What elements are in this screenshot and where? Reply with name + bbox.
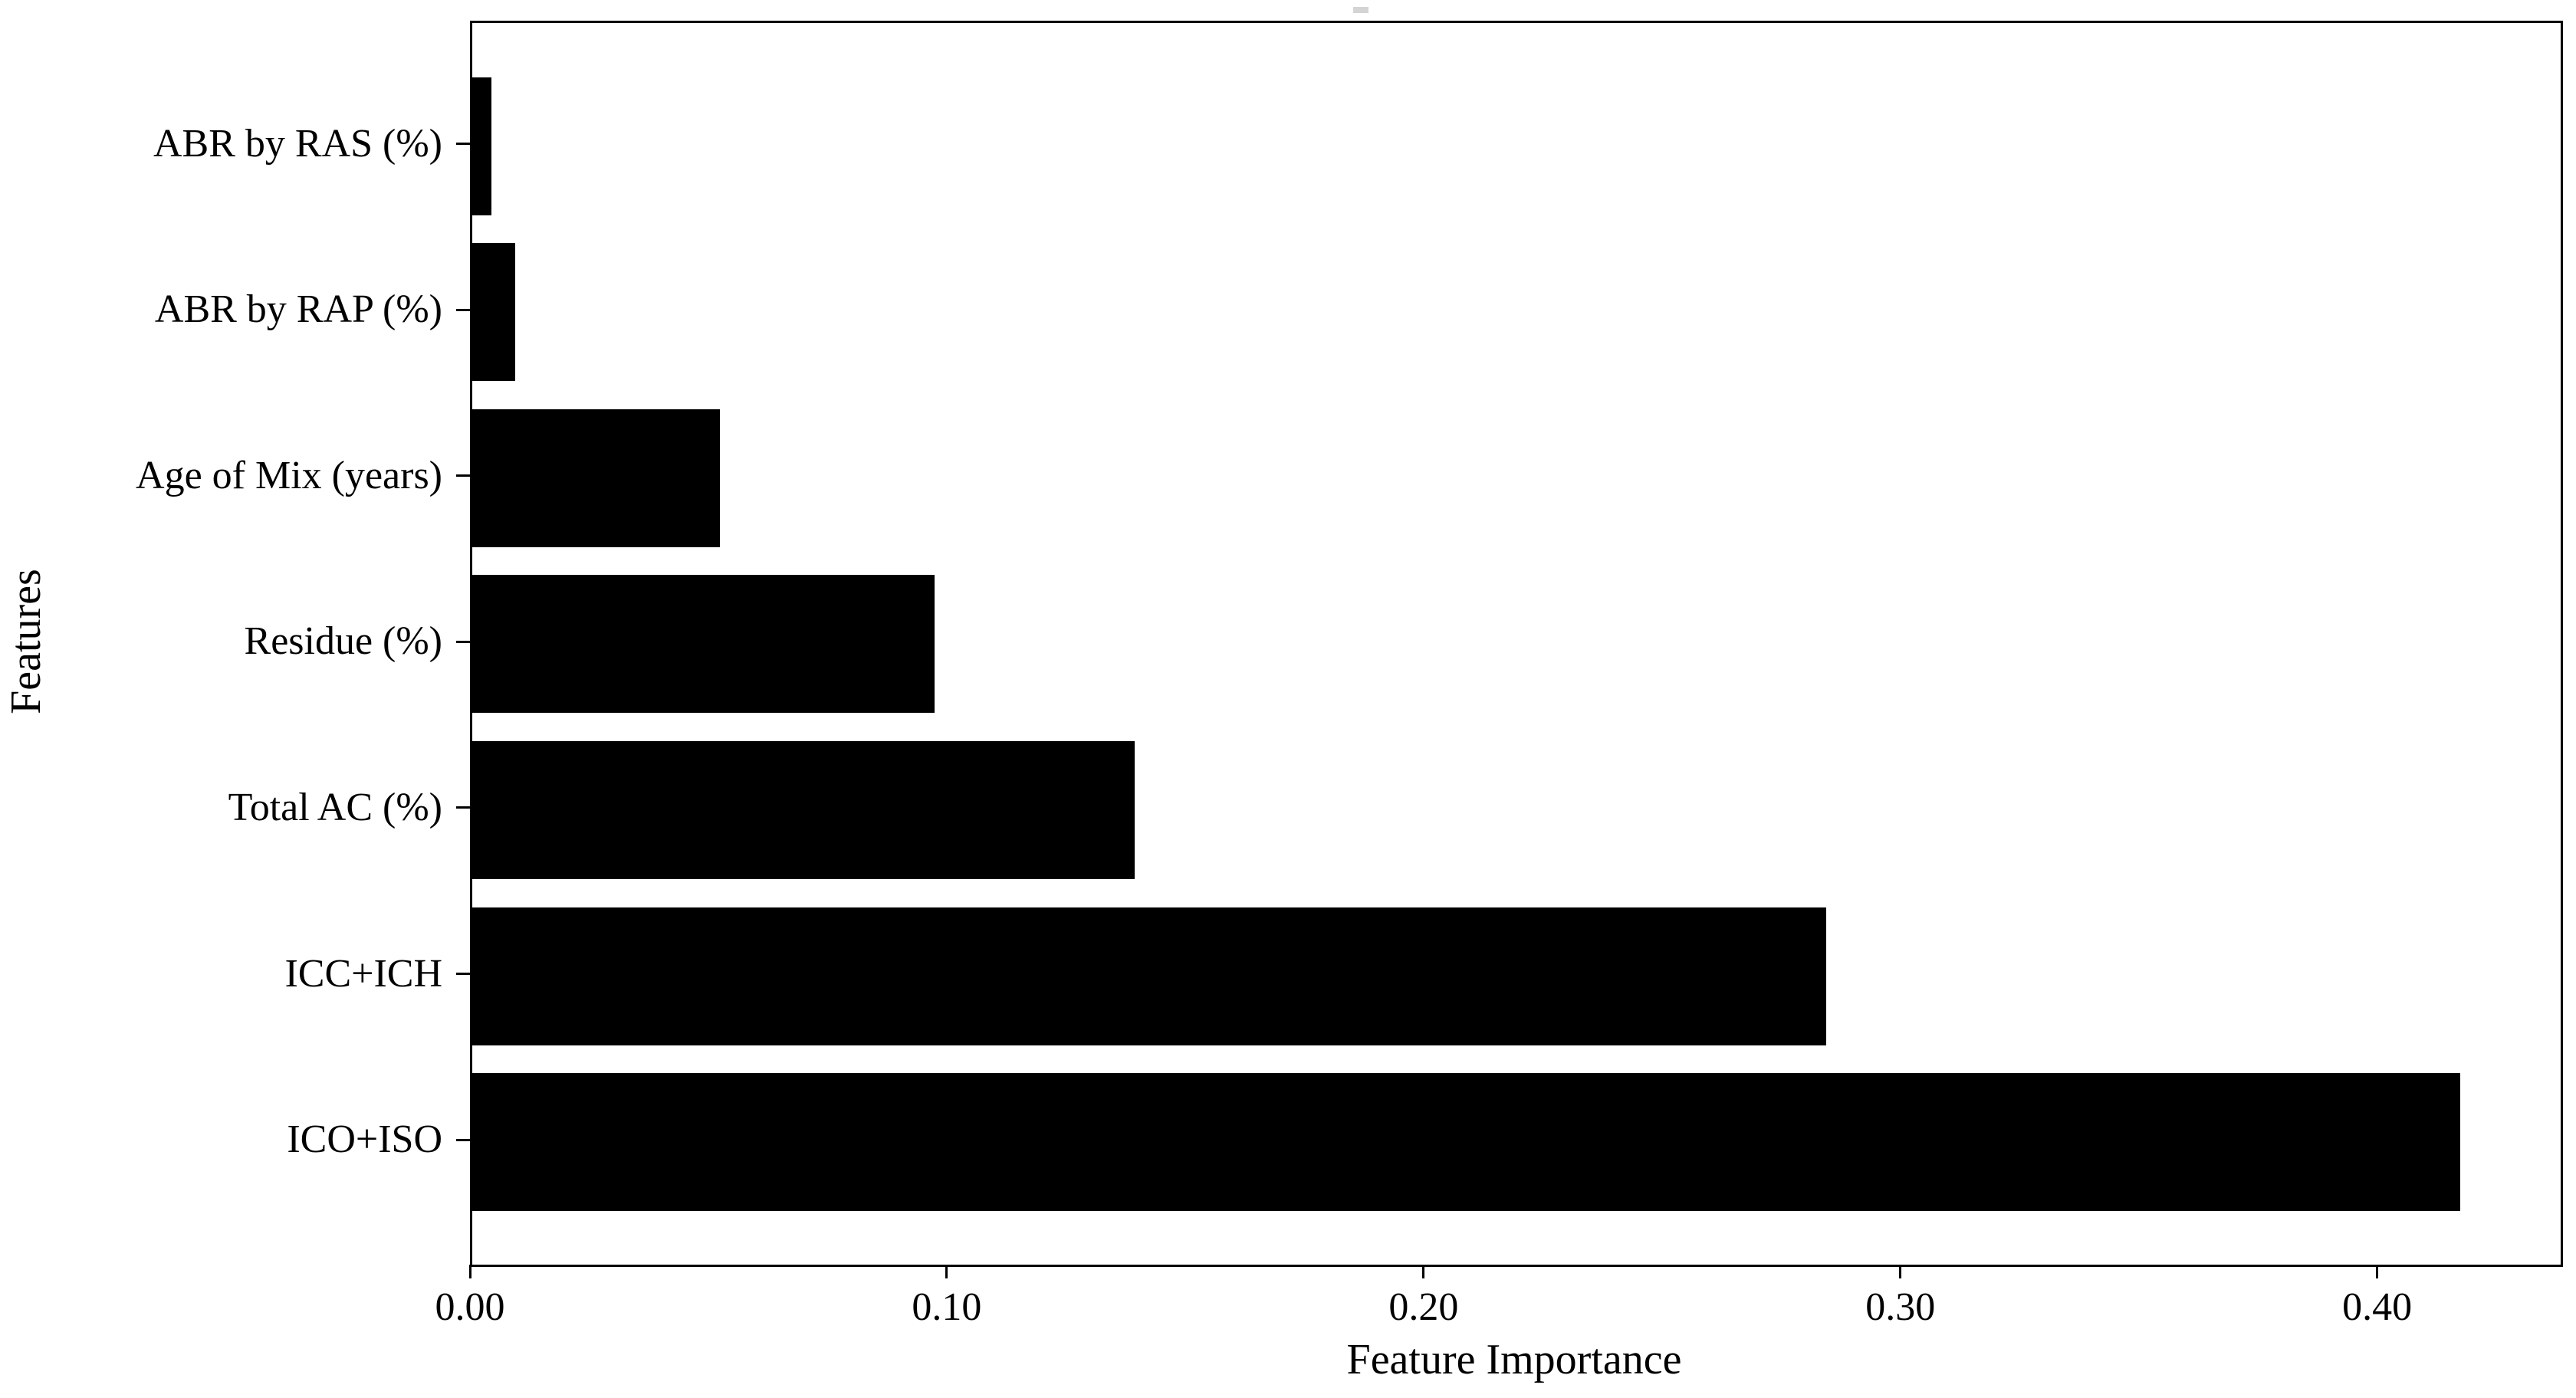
bar-ico-iso [472, 1073, 2461, 1212]
category-label-abr-by-ras: ABR by RAS (%) [153, 121, 442, 166]
x-tick-mark [945, 1265, 948, 1278]
x-tick-mark [2376, 1265, 2379, 1278]
category-label-abr-by-rap: ABR by RAP (%) [154, 287, 442, 332]
stray-mark [1353, 7, 1368, 13]
x-tick-mark [1899, 1265, 1902, 1278]
x-tick-label: 0.30 [1865, 1285, 1936, 1329]
bar-total-ac [472, 740, 1135, 879]
bar-icc-ich [472, 907, 1827, 1045]
category-label-total-ac: Total AC (%) [228, 785, 442, 829]
bar-residue [472, 575, 935, 714]
x-tick-mark [1422, 1265, 1425, 1278]
category-label-age-of-mix-years: Age of Mix (years) [136, 453, 442, 497]
y-tick-mark [456, 806, 470, 809]
x-tick-label: 0.10 [912, 1285, 982, 1329]
category-label-icc-ich: ICC+ICH [284, 951, 442, 996]
x-tick-label: 0.00 [435, 1285, 505, 1329]
x-tick-label: 0.40 [2342, 1285, 2413, 1329]
y-tick-mark [456, 474, 470, 477]
y-tick-mark [456, 973, 470, 975]
x-tick-mark [468, 1265, 472, 1278]
x-axis-label: Feature Importance [1346, 1336, 1682, 1383]
y-tick-mark [456, 1138, 470, 1141]
y-tick-mark [456, 640, 470, 643]
category-label-ico-iso: ICO+ISO [287, 1117, 442, 1162]
x-tick-label: 0.20 [1388, 1285, 1459, 1329]
y-tick-mark [456, 143, 470, 145]
plot-area [470, 21, 2563, 1267]
bar-abr-by-rap [472, 243, 515, 382]
bar-abr-by-ras [472, 77, 491, 215]
y-tick-mark [456, 308, 470, 311]
category-label-residue: Residue (%) [244, 619, 442, 664]
bar-age-of-mix-years [472, 409, 721, 547]
